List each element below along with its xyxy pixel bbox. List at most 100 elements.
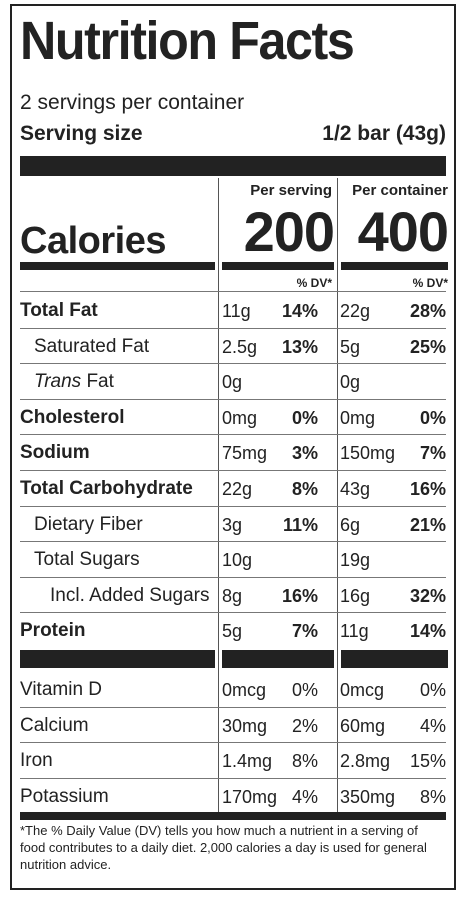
nutrient-rule [20, 363, 446, 365]
nutrient-row: Incl. Added Sugars 8g 16% 16g 32% [20, 578, 446, 614]
nutrient-serving-dv: 0% [291, 407, 318, 428]
nutrient-container-amount: 0g [340, 372, 361, 393]
nutrient-rule [20, 576, 446, 578]
vitamin-serving-dv: 2% [291, 715, 318, 736]
vitamin-serving-amount: 30mg [222, 715, 268, 736]
servings-per-container: 2 servings per container [20, 91, 245, 114]
nutrient-row: Sodium 75mg 3% 150mg 7% [20, 435, 446, 471]
dv-header-serving: % DV* [296, 276, 332, 290]
nutrient-serving-amount: 75mg [222, 443, 268, 464]
vitamin-container-amount: 350mg [340, 786, 396, 807]
bottom-divider [20, 812, 446, 820]
nutrient-rule [20, 505, 446, 507]
nutrient-container-dv: 25% [409, 336, 446, 357]
nutrient-serving-dv: 7% [291, 621, 318, 642]
nutrient-container-dv: 0% [419, 407, 446, 428]
nutrient-rule [20, 327, 446, 329]
vitamin-name: Calcium [20, 714, 89, 736]
nutrient-container-dv: 7% [419, 443, 446, 464]
nutrient-name: Total Carbohydrate [20, 478, 193, 499]
nutrient-container-dv [386, 542, 446, 578]
nutrient-name: Total Sugars [34, 549, 140, 571]
nutrient-row: Total Fat 11g 14% 22g 28% [20, 293, 446, 329]
vitamin-row: Vitamin D 0mcg 0% 0mcg 0% [20, 672, 446, 708]
nutrient-name-italic: Trans [34, 371, 82, 393]
nutrient-serving-amount: 22g [222, 479, 253, 499]
nutrient-serving-amount: 11g [222, 301, 251, 321]
serving-size-label: Serving size [20, 122, 143, 145]
vitamin-name: Potassium [20, 785, 109, 807]
vitamin-container-dv: 15% [409, 751, 446, 772]
nutrient-container-amount: 16g [340, 585, 371, 606]
nutrient-row: Total Sugars 10g 19g [20, 542, 446, 578]
vitamin-container-dv: 4% [419, 715, 446, 736]
vitamin-rule [20, 777, 446, 779]
nutrient-serving-dv: 14% [281, 301, 318, 321]
nutrient-serving-dv: 3% [291, 443, 318, 464]
nutrient-rule [20, 434, 446, 436]
nutrient-row: Total Carbohydrate 22g 8% 43g 16% [20, 471, 446, 507]
vitamin-rule [20, 706, 446, 708]
nutrient-serving-amount: 3g [222, 514, 243, 535]
vitamin-row: Potassium 170mg 4% 350mg 8% [20, 779, 446, 815]
nutrient-container-amount: 22g [340, 301, 371, 321]
nutrient-name-text: Fat [81, 371, 114, 393]
column-divider-1 [218, 178, 219, 812]
per-container-header: Per container [352, 182, 448, 199]
nutrient-container-amount: 5g [340, 336, 361, 357]
nutrient-row: Protein 5g 7% 11g 14% [20, 613, 446, 649]
thick-divider-vitamins-serving [222, 650, 334, 668]
nutrient-container-amount: 0mg [340, 407, 376, 428]
nutrient-serving-dv: 13% [281, 336, 318, 357]
nutrient-container-dv: 28% [409, 301, 446, 321]
nutrient-container-amount: 43g [340, 479, 371, 499]
vitamin-serving-amount: 170mg [222, 786, 278, 807]
nutrient-serving-dv: 8% [291, 479, 318, 499]
thick-divider-vitamins-container [341, 650, 448, 668]
vitamin-serving-amount: 1.4mg [222, 751, 273, 772]
per-serving-header: Per serving [250, 182, 332, 199]
vitamin-container-amount: 0mcg [340, 680, 385, 700]
nutrient-serving-amount: 8g [222, 585, 243, 606]
thick-divider-vitamins-label [20, 650, 215, 668]
vitamin-serving-amount: 0mcg [222, 680, 267, 700]
nutrient-row: Cholesterol 0mg 0% 0mg 0% [20, 400, 446, 436]
vitamin-serving-dv: 4% [291, 786, 318, 807]
nutrient-name: Dietary Fiber [34, 513, 143, 535]
nutrient-serving-dv [258, 542, 318, 578]
footnote: *The % Daily Value (DV) tells you how mu… [20, 823, 427, 872]
nutrient-container-amount: 11g [340, 621, 369, 642]
nutrient-rule [20, 398, 446, 400]
calories-divider-container [341, 262, 448, 270]
nutrient-serving-dv: 16% [281, 585, 318, 606]
nutrient-row: Saturated Fat 2.5g 13% 5g 25% [20, 329, 446, 365]
nutrient-serving-amount: 5g [222, 621, 243, 642]
nutrient-serving-amount: 2.5g [222, 336, 258, 357]
nutrient-container-dv [386, 364, 446, 400]
nutrient-row: Trans Fat 0g 0g [20, 364, 446, 400]
column-divider-2 [337, 178, 338, 812]
nutrient-row: Dietary Fiber 3g 11% 6g 21% [20, 507, 446, 543]
nutrient-name: Protein [20, 620, 86, 642]
nutrient-rule [20, 612, 446, 614]
nutrient-container-dv: 14% [409, 621, 446, 642]
calories-divider-label [20, 262, 215, 270]
nutrient-container-dv: 21% [409, 514, 446, 535]
nutrient-name: Cholesterol [20, 406, 125, 428]
vitamin-container-amount: 2.8mg [340, 751, 391, 772]
calories-label: Calories [20, 220, 166, 262]
thick-divider-top [20, 156, 446, 176]
calories-per-container: 400 [357, 200, 449, 263]
nutrient-serving-dv: 11% [282, 514, 318, 535]
vitamin-container-dv: 0% [419, 680, 446, 700]
calories-per-serving: 200 [243, 200, 335, 263]
vitamin-serving-dv: 0% [291, 680, 318, 700]
nutrient-container-amount: 6g [340, 514, 361, 535]
nutrient-rule [20, 470, 446, 471]
vitamin-container-amount: 60mg [340, 715, 386, 736]
nutrient-rule [20, 541, 446, 543]
nutrient-name: Incl. Added Sugars [50, 584, 210, 606]
nutrient-container-dv: 32% [409, 585, 446, 606]
nutrient-container-amount: 150mg [340, 443, 396, 464]
nutrient-name: Saturated Fat [34, 335, 150, 357]
